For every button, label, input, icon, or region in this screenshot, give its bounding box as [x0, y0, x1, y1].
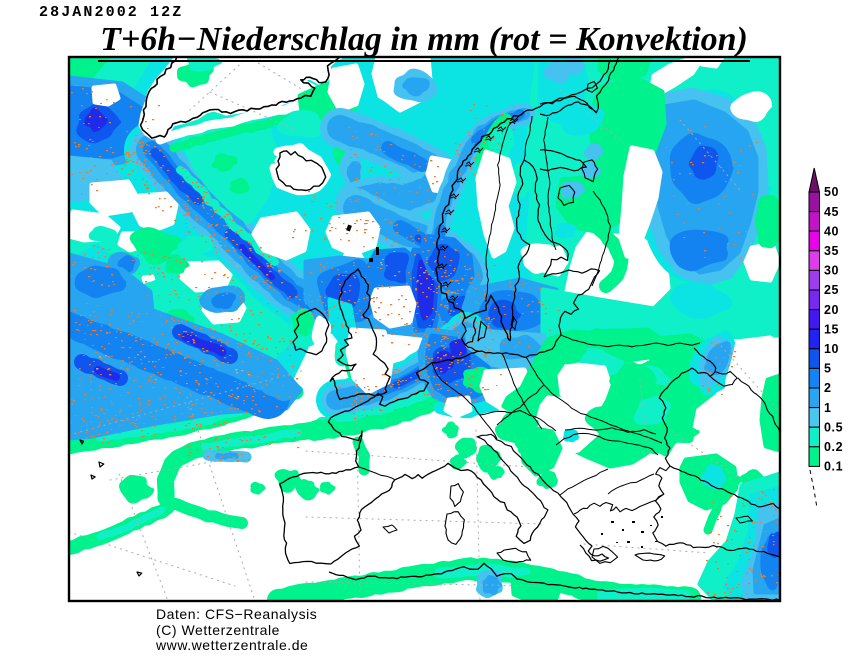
svg-text:20: 20 — [824, 303, 839, 317]
svg-text:25: 25 — [824, 283, 839, 297]
svg-text:5: 5 — [824, 362, 832, 376]
svg-text:2: 2 — [824, 381, 832, 395]
svg-text:30: 30 — [824, 264, 839, 278]
svg-text:10: 10 — [824, 342, 839, 356]
svg-text:15: 15 — [824, 322, 839, 336]
svg-text:0.2: 0.2 — [824, 440, 843, 454]
svg-text:45: 45 — [824, 205, 839, 219]
svg-text:0.5: 0.5 — [824, 420, 843, 434]
svg-text:0.1: 0.1 — [824, 460, 843, 474]
svg-text:1: 1 — [824, 401, 832, 415]
svg-text:40: 40 — [824, 224, 839, 238]
svg-text:35: 35 — [824, 244, 839, 258]
svg-text:50: 50 — [824, 185, 839, 199]
